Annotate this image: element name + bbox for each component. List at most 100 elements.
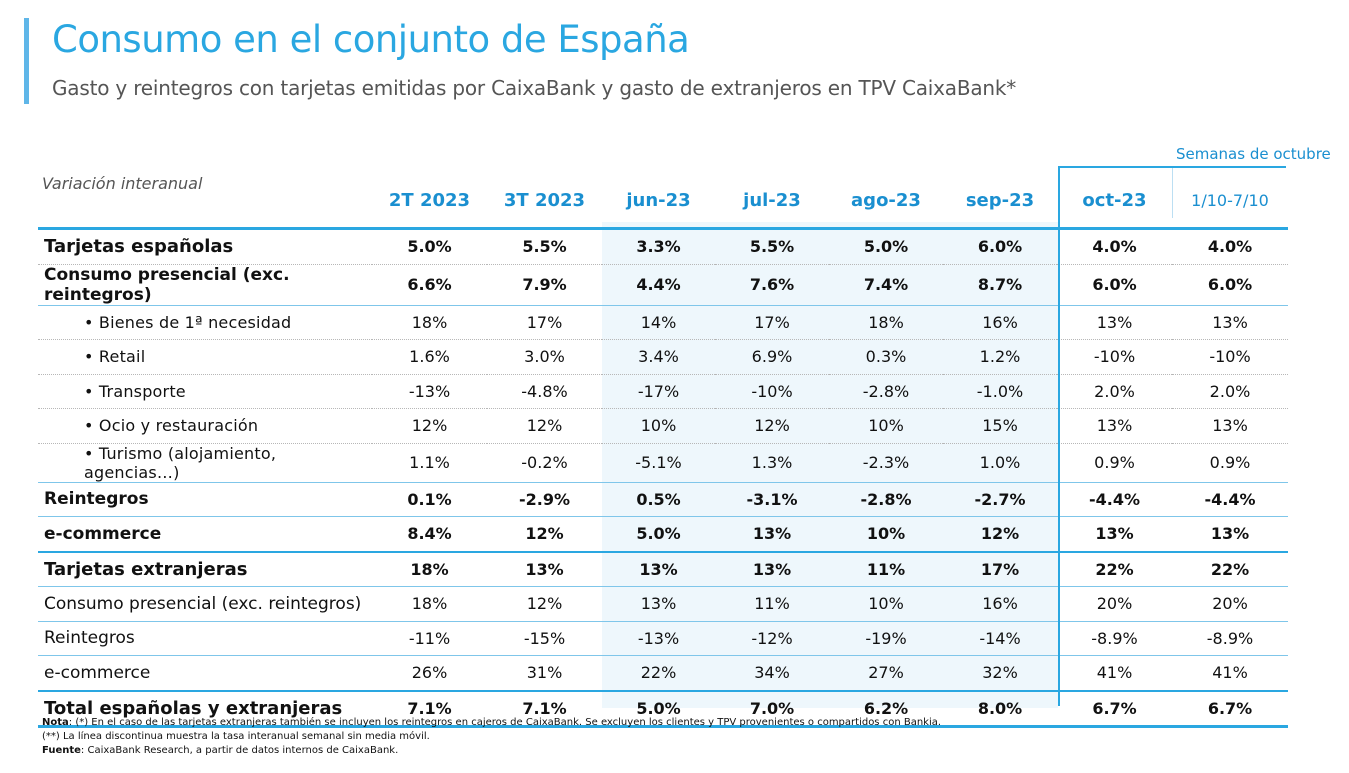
table-row: Consumo presencial (exc. reintegros) 18% 1… xyxy=(38,586,1288,622)
table-cell: 7.1% xyxy=(487,690,602,728)
table-cell: 7.4% xyxy=(829,264,943,306)
table-cell: 13% xyxy=(1057,305,1172,340)
table-cell: 20% xyxy=(1057,586,1172,622)
page-subtitle: Gasto y reintegros con tarjetas emitidas… xyxy=(52,76,1017,100)
table-cell: 5.5% xyxy=(487,228,602,265)
table-cell: 22% xyxy=(602,655,715,692)
table-cell: -8.9% xyxy=(1172,621,1288,656)
table-cell: -11% xyxy=(372,621,487,656)
table-cell: 6.0% xyxy=(943,228,1057,265)
table-cell: 4.0% xyxy=(1172,228,1288,265)
table-cell: 13% xyxy=(715,551,829,587)
table-cell: 13% xyxy=(1172,305,1288,340)
table-cell: 3.4% xyxy=(602,339,715,375)
table-row: e-commerce 26% 31% 22% 34% 27% 32% 41% 41% xyxy=(38,655,1288,692)
col-header: 2T 2023 xyxy=(372,166,487,230)
table-cell: 7.0% xyxy=(715,690,829,728)
table-cell: 13% xyxy=(1172,408,1288,444)
table-cell: -4.4% xyxy=(1057,482,1172,517)
table-cell: 17% xyxy=(715,305,829,340)
table-cell: 10% xyxy=(829,586,943,622)
note-line-2: (**) La línea discontinua muestra la tas… xyxy=(42,731,430,742)
table-cell: -12% xyxy=(715,621,829,656)
source-line: Fuente: CaixaBank Research, a partir de … xyxy=(42,745,399,756)
table-cell: 4.4% xyxy=(602,264,715,306)
table-cell: 5.0% xyxy=(602,516,715,553)
table-cell: 2.0% xyxy=(1057,374,1172,409)
title-accent-bar xyxy=(24,18,29,104)
row-label: Consumo presencial (exc. reintegros) xyxy=(38,264,372,306)
table-cell: 4.0% xyxy=(1057,228,1172,265)
table-row: • Retail 1.6% 3.0% 3.4% 6.9% 0.3% 1.2% -10% -10% xyxy=(38,339,1288,375)
table-cell: 12% xyxy=(487,586,602,622)
table-cell: 13% xyxy=(1172,516,1288,553)
table-cell: 41% xyxy=(1057,655,1172,692)
table-cell: 11% xyxy=(715,586,829,622)
table-cell: -2.9% xyxy=(487,482,602,517)
header-row: Variación interanual 2T 2023 3T 2023 jun… xyxy=(38,166,1288,230)
page-title: Consumo en el conjunto de España xyxy=(52,18,690,61)
table-cell: -2.3% xyxy=(829,443,943,483)
note-line: Nota: (*) En el caso de las tarjetas ext… xyxy=(42,717,942,728)
table-cell: -15% xyxy=(487,621,602,656)
table-cell: 20% xyxy=(1172,586,1288,622)
table-cell: 12% xyxy=(372,408,487,444)
table-cell: 0.9% xyxy=(1172,443,1288,483)
table-cell: 6.0% xyxy=(1057,264,1172,306)
table-cell: -8.9% xyxy=(1057,621,1172,656)
table-cell: 12% xyxy=(487,516,602,553)
table-cell: 10% xyxy=(602,408,715,444)
table-cell: 5.0% xyxy=(829,228,943,265)
table-cell: 3.3% xyxy=(602,228,715,265)
table-cell: 5.0% xyxy=(602,690,715,728)
table-cell: 11% xyxy=(829,551,943,587)
row-label: • Turismo (alojamiento, agencias…) xyxy=(38,443,372,483)
table-cell: 6.7% xyxy=(1057,690,1172,728)
table-cell: -13% xyxy=(372,374,487,409)
table-cell: -0.2% xyxy=(487,443,602,483)
table-cell: -10% xyxy=(1172,339,1288,375)
table-cell: 6.0% xyxy=(1172,264,1288,306)
table-row: Consumo presencial (exc. reintegros) 6.6%… xyxy=(38,264,1288,306)
table-row: • Bienes de 1ª necesidad 18% 17% 14% 17% 18% 1… xyxy=(38,305,1288,340)
table-cell: 16% xyxy=(943,305,1057,340)
table-cell: 2.0% xyxy=(1172,374,1288,409)
table-cell: 18% xyxy=(372,551,487,587)
table-cell: 18% xyxy=(372,305,487,340)
table-cell: -3.1% xyxy=(715,482,829,517)
table-cell: 10% xyxy=(829,408,943,444)
table-row: Reintegros 0.1% -2.9% 0.5% -3.1% -2.8% -2.7% -4… xyxy=(38,482,1288,517)
table-cell: -1.0% xyxy=(943,374,1057,409)
table-cell: 6.9% xyxy=(715,339,829,375)
table-row: e-commerce 8.4% 12% 5.0% 13% 10% 12% 13% 13% xyxy=(38,516,1288,553)
table-row: Tarjetas españolas 5.0% 5.5% 3.3% 5.5% 5.0% 6.… xyxy=(38,228,1288,265)
row-label: Consumo presencial (exc. reintegros) xyxy=(38,586,372,622)
table-cell: 1.3% xyxy=(715,443,829,483)
footnotes: Nota: (*) En el caso de las tarjetas ext… xyxy=(42,716,941,758)
row-label: • Transporte xyxy=(38,374,372,409)
table-cell: 22% xyxy=(1057,551,1172,587)
table-cell: 1.2% xyxy=(943,339,1057,375)
table-cell: 13% xyxy=(1057,516,1172,553)
consumption-table: Variación interanual 2T 2023 3T 2023 jun… xyxy=(38,166,1288,728)
table-row: Tarjetas extranjeras 18% 13% 13% 13% 11% 17% 22… xyxy=(38,551,1288,587)
table-cell: -2.8% xyxy=(829,482,943,517)
table-cell: 3.0% xyxy=(487,339,602,375)
table-cell: 5.0% xyxy=(372,228,487,265)
table-cell: 8.7% xyxy=(943,264,1057,306)
col-header: 1/10-7/10 xyxy=(1172,166,1288,230)
table-cell: -10% xyxy=(715,374,829,409)
table-cell: -2.7% xyxy=(943,482,1057,517)
row-label: Reintegros xyxy=(38,482,372,517)
table-row: • Transporte -13% -4.8% -17% -10% -2.8% -1.0% 2… xyxy=(38,374,1288,409)
table-cell: 18% xyxy=(372,586,487,622)
corner-label: Variación interanual xyxy=(38,166,372,230)
table-cell: 13% xyxy=(602,551,715,587)
table-row: • Ocio y restauración 12% 12% 10% 12% 10% 15% 1… xyxy=(38,408,1288,444)
table-cell: 8.4% xyxy=(372,516,487,553)
table-row: Total españolas y extranjeras 7.1% 7.1% 5.0… xyxy=(38,690,1288,728)
table-cell: 8.0% xyxy=(943,690,1057,728)
table-cell: -4.8% xyxy=(487,374,602,409)
row-label: Tarjetas extranjeras xyxy=(38,551,372,587)
